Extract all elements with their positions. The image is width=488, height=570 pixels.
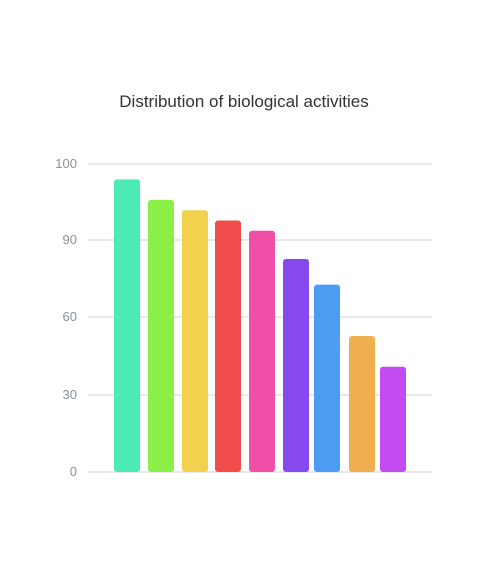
y-tick-label: 100 xyxy=(55,156,77,171)
y-tick-label: 90 xyxy=(63,232,77,247)
bar[interactable] xyxy=(114,179,140,472)
bar[interactable] xyxy=(148,199,174,472)
bars xyxy=(114,179,406,472)
y-tick-label: 60 xyxy=(63,309,77,324)
y-tick-label: 0 xyxy=(70,464,77,479)
bar[interactable] xyxy=(249,230,275,472)
chart-title: Distribution of biological activities xyxy=(119,92,369,111)
bar[interactable] xyxy=(215,220,241,472)
y-tick-label: 30 xyxy=(63,387,77,402)
y-axis-ticks: 0 30 60 90 100 xyxy=(55,156,77,479)
bar[interactable] xyxy=(182,210,208,472)
bar[interactable] xyxy=(314,284,340,472)
bar[interactable] xyxy=(380,366,406,472)
bar[interactable] xyxy=(283,258,309,472)
bar[interactable] xyxy=(349,335,375,472)
